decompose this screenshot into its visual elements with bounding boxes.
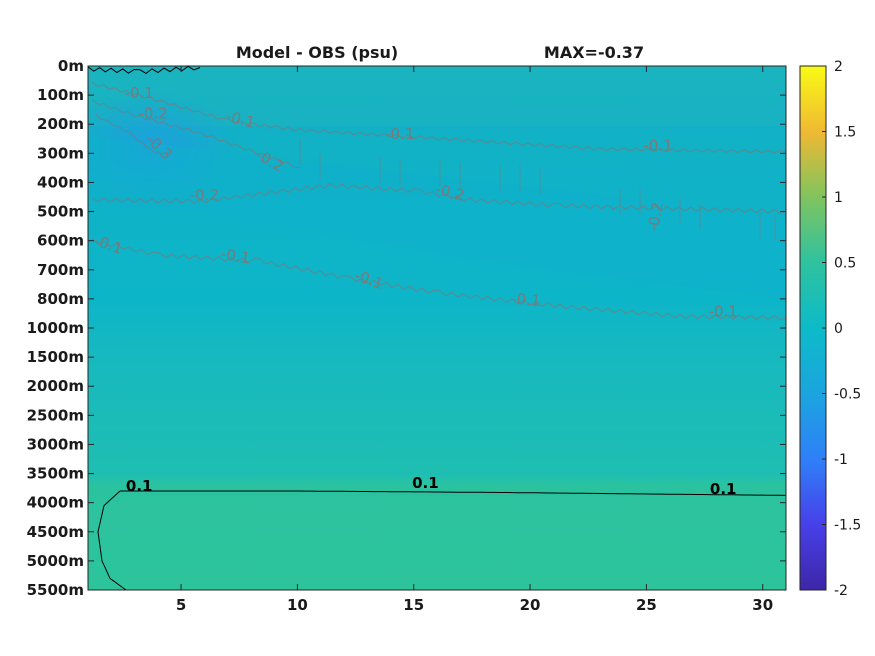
x-tick-label: 20 <box>520 596 541 614</box>
colorbar-tick-label: 1.5 <box>834 125 856 141</box>
y-tick-label: 3500m <box>27 465 84 483</box>
contour-minus03 <box>95 114 171 157</box>
contour-minus02-upper <box>91 99 301 169</box>
y-tick-label: 5500m <box>27 581 84 599</box>
y-tick-label: 800m <box>37 290 84 308</box>
colorbar-tick-label: -0.5 <box>834 387 861 403</box>
x-axis: 5 10 15 20 25 30 <box>176 66 773 614</box>
contour-label: -0.1 <box>385 125 414 143</box>
contour-lines <box>88 66 786 590</box>
colorbar-tick-label: -1.5 <box>834 518 861 534</box>
y-axis: 0m 100m 200m 300m 400m 500m 600m 700m 800m 1000m 1… <box>27 57 786 599</box>
y-tick-label: 1500m <box>27 348 84 366</box>
colorbar-tick-label: -1 <box>834 452 848 468</box>
y-tick-label: 400m <box>37 173 84 191</box>
chart-title: Model - OBS (psu) <box>236 43 398 62</box>
contour-label: -0.1 <box>219 245 251 268</box>
x-tick-label: 25 <box>636 596 657 614</box>
contour-label: 0.1 <box>126 477 153 495</box>
contour-label: 0.1 <box>412 474 439 492</box>
contour-label: -0.2 <box>644 201 667 233</box>
y-tick-label: 100m <box>37 86 84 104</box>
contour-plus01-left <box>97 490 127 590</box>
colorbar-tick-label: 0 <box>834 321 843 337</box>
colorbar-tick-label: 2 <box>834 59 843 75</box>
contour-label: -0.1 <box>709 302 738 320</box>
max-annotation: MAX=-0.37 <box>544 43 644 62</box>
y-tick-label: 4500m <box>27 523 84 541</box>
y-tick-label: 700m <box>37 261 84 279</box>
y-tick-label: 0m <box>58 57 84 75</box>
contour-label: -0.2 <box>139 104 168 122</box>
y-tick-label: 3000m <box>27 435 84 453</box>
contour-minus02-lower <box>91 182 786 214</box>
x-tick-label: 15 <box>403 596 424 614</box>
plot-area: -0.1-0.2-0.3-0.1-0.2-0.1-0.1-0.2 -0.2-0.2… <box>88 66 786 590</box>
negative-layer <box>88 135 786 300</box>
contour-plus01 <box>120 490 786 496</box>
x-tick-label: 10 <box>287 596 308 614</box>
y-tick-label: 300m <box>37 144 84 162</box>
y-tick-label: 500m <box>37 203 84 221</box>
y-tick-label: 200m <box>37 115 84 133</box>
y-tick-label: 2500m <box>27 406 84 424</box>
contour-label: -0.2 <box>190 186 219 204</box>
y-tick-label: 600m <box>37 232 84 250</box>
colorbar-ticks: 2 1.5 1 0.5 0 -0.5 -1 -1.5 -2 <box>822 59 861 599</box>
y-tick-label: 5000m <box>27 552 84 570</box>
contour-minus01-upper <box>91 81 786 154</box>
colorbar-tick-label: -2 <box>834 583 848 599</box>
x-tick-label: 5 <box>176 596 186 614</box>
y-tick-label: 1000m <box>27 319 84 337</box>
colorbar-tick-label: 1 <box>834 190 843 206</box>
contour-label: -0.1 <box>510 289 541 309</box>
contour-label: -0.1 <box>125 84 154 102</box>
contour-minus01-lower <box>91 238 786 321</box>
y-tick-label: 2000m <box>27 377 84 395</box>
x-tick-label: 30 <box>752 596 773 614</box>
colorbar <box>799 65 827 591</box>
contour-label: -0.1 <box>643 136 672 154</box>
contour-label: 0.1 <box>710 480 737 498</box>
y-tick-label: 4000m <box>27 494 84 512</box>
colorbar-tick-label: 0.5 <box>834 256 856 272</box>
